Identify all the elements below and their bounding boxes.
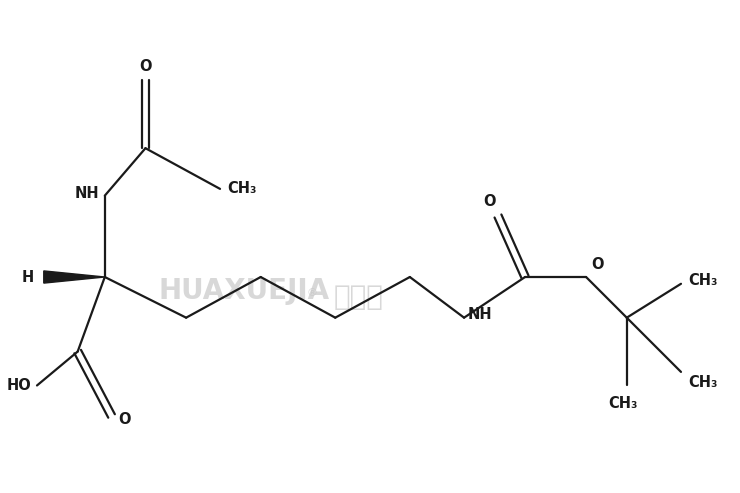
Polygon shape [44, 271, 105, 283]
Text: 化学加: 化学加 [334, 283, 384, 312]
Text: ®: ® [307, 288, 317, 299]
Text: O: O [483, 194, 496, 209]
Text: O: O [591, 256, 604, 272]
Text: O: O [118, 412, 131, 427]
Text: CH₃: CH₃ [609, 396, 638, 411]
Text: CH₃: CH₃ [226, 181, 256, 196]
Text: HO: HO [7, 378, 32, 393]
Text: HUAXUEJIA: HUAXUEJIA [158, 277, 329, 305]
Text: O: O [139, 59, 152, 73]
Text: H: H [21, 270, 33, 284]
Text: NH: NH [75, 186, 99, 201]
Text: NH: NH [468, 307, 492, 322]
Text: CH₃: CH₃ [687, 375, 717, 390]
Text: CH₃: CH₃ [687, 273, 717, 288]
